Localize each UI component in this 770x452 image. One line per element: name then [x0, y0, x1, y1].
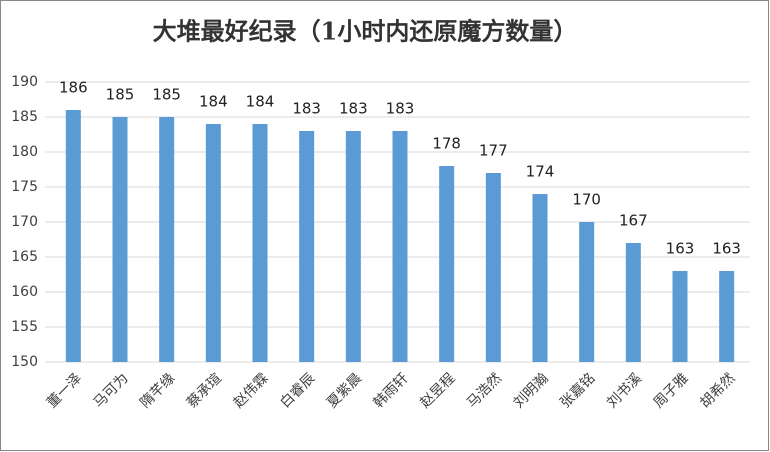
data-label: 183 [292, 100, 321, 118]
data-label: 167 [619, 212, 648, 230]
chart-title: 大堆最好纪录（1小时内还原魔方数量） [153, 17, 578, 46]
bar [672, 271, 688, 362]
data-label: 174 [526, 163, 555, 181]
bar [159, 117, 175, 362]
y-tick-label: 155 [11, 319, 38, 335]
data-label: 185 [106, 86, 135, 104]
data-label: 163 [712, 240, 741, 258]
y-tick-label: 190 [11, 74, 38, 90]
data-label: 163 [666, 240, 695, 258]
y-tick-label: 150 [11, 354, 38, 370]
bar [532, 194, 548, 362]
bar [392, 131, 408, 362]
data-label: 170 [572, 191, 601, 209]
data-label: 186 [59, 79, 88, 97]
data-label: 183 [386, 100, 415, 118]
bar [345, 131, 361, 362]
data-label: 185 [152, 86, 181, 104]
data-label: 184 [199, 93, 228, 111]
bar [439, 166, 455, 362]
data-label: 177 [479, 142, 508, 160]
bar [299, 131, 315, 362]
y-tick-label: 175 [11, 179, 38, 195]
bar [112, 117, 128, 362]
bar [579, 222, 595, 362]
data-label: 184 [246, 93, 275, 111]
bar [625, 243, 641, 362]
y-tick-label: 165 [11, 249, 38, 265]
y-tick-label: 180 [11, 144, 38, 160]
bar [485, 173, 501, 362]
bar [252, 124, 268, 362]
y-tick-label: 185 [11, 109, 38, 125]
bar [205, 124, 221, 362]
bar [65, 110, 81, 362]
y-tick-label: 170 [11, 214, 38, 230]
data-label: 178 [432, 135, 461, 153]
y-tick-label: 160 [11, 284, 38, 300]
bar [719, 271, 735, 362]
data-label: 183 [339, 100, 368, 118]
